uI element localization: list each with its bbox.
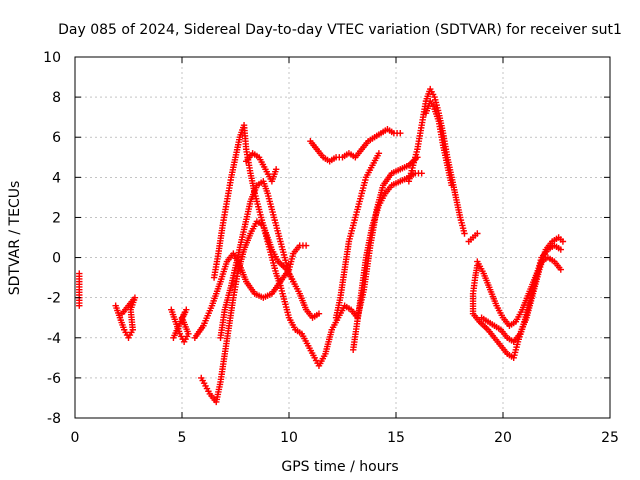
series-track-n [465, 230, 481, 245]
axis-ticks [74, 56, 611, 419]
x-tick-label: 0 [71, 430, 80, 446]
data-point [170, 334, 177, 341]
data-point [302, 242, 310, 249]
series-track-a [76, 270, 83, 309]
y-tick-label: -4 [47, 331, 61, 347]
y-tick-label: 2 [52, 210, 61, 226]
y-tick-label: -2 [47, 291, 61, 307]
series-track-j [332, 150, 383, 321]
data-point [557, 266, 564, 273]
y-tick-label: 6 [52, 130, 61, 146]
series-track-m [422, 97, 455, 189]
data-point [397, 130, 404, 137]
x-tick-label: 25 [601, 430, 619, 446]
y-tick-label: -6 [47, 371, 61, 387]
data-point [375, 150, 383, 157]
data-point [474, 230, 481, 237]
x-axis-title: GPS time / hours [281, 459, 398, 475]
data-point [557, 246, 564, 253]
y-tick-label: 0 [52, 251, 61, 267]
data-point [290, 278, 297, 285]
data-point [315, 310, 323, 317]
x-tick-labels: 0 5 10 15 20 25 [71, 430, 619, 446]
x-tick-label: 20 [494, 430, 512, 446]
series-track-b [112, 294, 139, 341]
series-track-c [168, 306, 192, 345]
y-tick-label: 4 [52, 170, 61, 186]
series-track-h [243, 150, 280, 185]
series-track-k [350, 170, 425, 354]
plot-frame [74, 56, 611, 419]
data-point [76, 302, 83, 309]
series-track-e [198, 218, 323, 406]
chart-title: Day 085 of 2024, Sidereal Day-to-day VTE… [58, 22, 622, 38]
y-tick-label: 10 [43, 50, 61, 66]
series-track-g [217, 178, 297, 341]
series-track-i [307, 126, 404, 165]
y-tick-label: -8 [47, 411, 61, 427]
y-tick-label: 8 [52, 90, 61, 106]
series-track-p [474, 254, 564, 329]
data-point [272, 166, 280, 173]
y-tick-labels: -8 -6 -4 -2 0 2 4 6 8 10 [43, 50, 61, 427]
series-track-d [191, 242, 310, 341]
data-point [448, 182, 455, 189]
data-marks [76, 85, 567, 406]
data-point [418, 170, 425, 177]
y-axis-title: SDTVAR / TECUs [7, 181, 23, 296]
grid-lines [75, 57, 610, 418]
x-tick-label: 10 [280, 430, 298, 446]
series-track-q [478, 234, 567, 345]
x-tick-label: 5 [178, 430, 187, 446]
data-point [559, 238, 567, 245]
data-point [461, 230, 468, 237]
x-tick-label: 15 [387, 430, 405, 446]
data-point [118, 310, 126, 317]
